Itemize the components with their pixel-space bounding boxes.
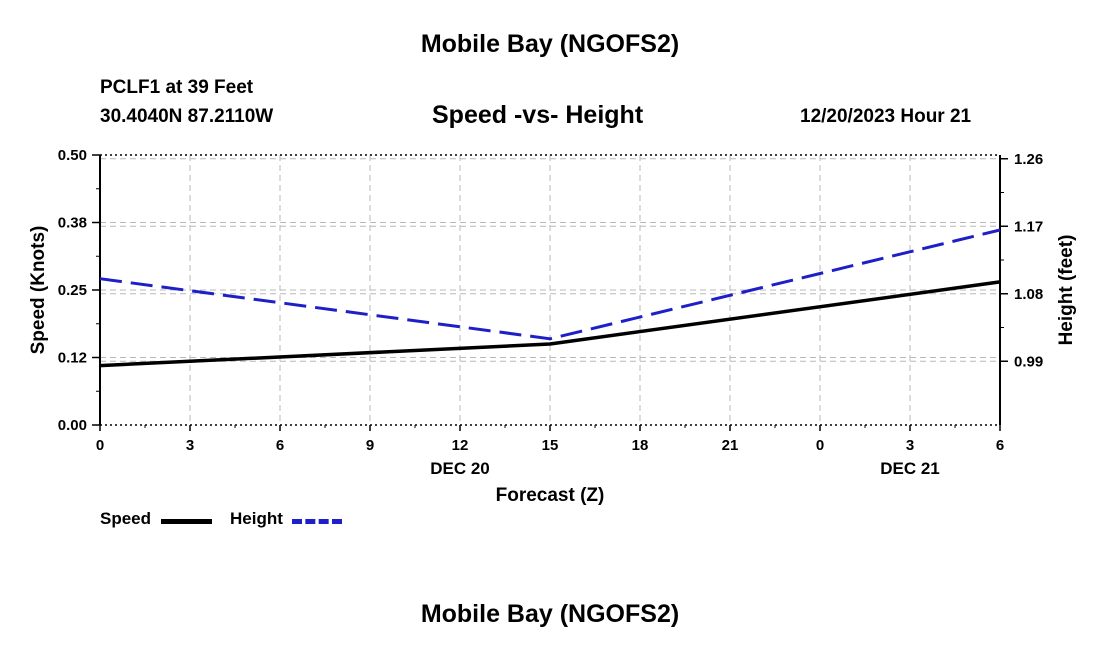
series-line-speed [99, 280, 1001, 368]
y-tick-label: 0.50 [58, 147, 87, 164]
y2-tick-label: 1.26 [1014, 151, 1043, 168]
x-date-label: DEC 20 [430, 459, 490, 478]
y-tick-label: 0.25 [58, 282, 87, 299]
y-tick-label: 0.12 [58, 350, 87, 367]
y-axis-label-right: Height (feet) [1056, 235, 1077, 346]
x-tick-label: 9 [366, 437, 374, 454]
y2-tick-label: 1.08 [1014, 286, 1043, 303]
station-label: PCLF1 at 39 Feet [100, 77, 254, 98]
x-tick-label: 0 [96, 437, 104, 454]
x-tick-label: 6 [276, 437, 284, 454]
footer-title: Mobile Bay (NGOFS2) [420, 600, 680, 628]
x-date-label: DEC 21 [880, 459, 940, 478]
x-tick-label: 6 [996, 437, 1004, 454]
legend-label-height: Height [230, 509, 283, 528]
x-tick-label: 18 [632, 437, 649, 454]
x-axis-label: Forecast (Z) [496, 485, 605, 506]
legend-label-speed: Speed [100, 509, 152, 528]
legend-swatch-speed [161, 519, 212, 524]
series-line-height [99, 228, 1001, 341]
legend-swatch-height [292, 519, 342, 524]
y-tick-label: 0.38 [58, 215, 87, 232]
y2-tick-label: 0.99 [1014, 353, 1043, 370]
y-tick-label: 0.00 [58, 417, 87, 434]
x-tick-label: 15 [542, 437, 559, 454]
y-axis-label-left: Speed (Knots) [28, 226, 49, 355]
station-coordinates: 30.4040N 87.2110W [100, 106, 274, 127]
x-tick-label: 3 [186, 437, 194, 454]
x-tick-label: 12 [452, 437, 469, 454]
forecast-datetime: 12/20/2023 Hour 21 [800, 106, 972, 127]
x-tick-label: 3 [906, 437, 914, 454]
page-title: Mobile Bay (NGOFS2) [420, 30, 680, 58]
y2-tick-label: 1.17 [1014, 218, 1043, 235]
x-tick-label: 0 [816, 437, 824, 454]
x-tick-label: 21 [722, 437, 739, 454]
chart-title: Speed -vs- Height [432, 101, 644, 129]
